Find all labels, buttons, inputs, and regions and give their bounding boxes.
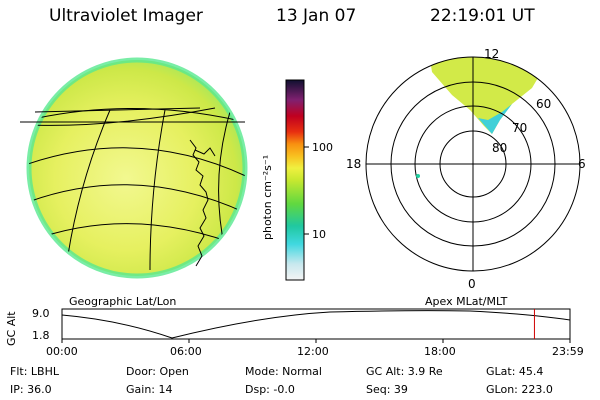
mlat-label-60: 60 [536, 97, 552, 111]
status-mode: Mode: Normal [245, 365, 322, 378]
time-tick-2359: 23:59 [552, 345, 584, 358]
colorbar-tick-10: 10 [312, 228, 326, 241]
status-glat: GLat: 45.4 [486, 365, 544, 378]
observation-date: 13 Jan 07 [276, 6, 357, 26]
instrument-title: Ultraviolet Imager [49, 6, 203, 26]
observation-time: 22:19:01 UT [430, 6, 535, 26]
alt-tick-low: 1.8 [32, 329, 50, 342]
mlt-label-6: 6 [578, 157, 586, 171]
mlt-label-18: 18 [346, 157, 362, 171]
status-gc-alt: GC Alt: 3.9 Re [366, 365, 443, 378]
coastline [189, 139, 209, 267]
time-tick-1800: 18:00 [424, 345, 456, 358]
mlat-label-80: 80 [492, 141, 508, 155]
alt-tick-high: 9.0 [32, 307, 50, 320]
polar-view [365, 56, 581, 272]
apex-label: Apex MLat/MLT [425, 295, 508, 308]
mlat-label-70: 70 [512, 121, 528, 135]
time-tick-0600: 06:00 [170, 345, 202, 358]
aurora-spot [416, 174, 420, 178]
time-tick-0000: 00:00 [46, 345, 78, 358]
status-gain: Gain: 14 [126, 383, 173, 396]
altitude-plot [61, 308, 571, 343]
colorbar [285, 79, 309, 281]
status-glon: GLon: 223.0 [486, 383, 553, 396]
uv-earth-disk [29, 60, 245, 276]
status-dsp: Dsp: -0.0 [245, 383, 295, 396]
mlt-label-12: 12 [484, 47, 500, 61]
auroral-oval [428, 57, 545, 134]
gc-alt-axis-label: GC Alt [5, 311, 18, 346]
status-seq: Seq: 39 [366, 383, 408, 396]
colorbar-tick-100: 100 [312, 141, 333, 154]
geographic-view [20, 57, 248, 279]
colorbar-scale [285, 79, 305, 281]
mlt-label-0: 0 [468, 277, 476, 291]
altitude-plot-frame [61, 308, 571, 340]
status-door: Door: Open [126, 365, 189, 378]
time-tick-1200: 12:00 [297, 345, 329, 358]
colorbar-unit-label: photon cm⁻²s⁻¹ [261, 154, 274, 240]
status-ip: IP: 36.0 [10, 383, 52, 396]
geographic-label: Geographic Lat/Lon [69, 295, 177, 308]
altitude-curve [61, 310, 571, 339]
status-filter: Flt: LBHL [10, 365, 59, 378]
